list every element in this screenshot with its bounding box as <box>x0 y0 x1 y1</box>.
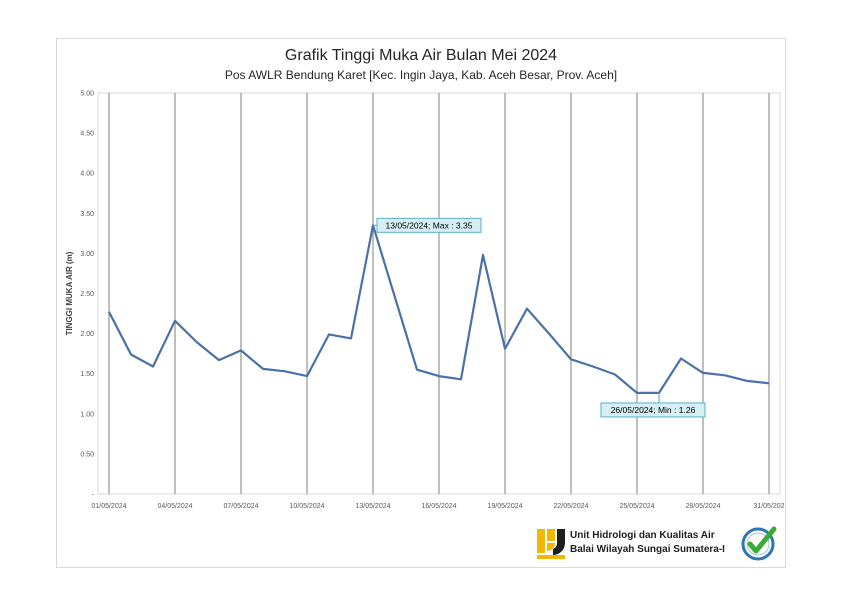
annotation-box <box>376 217 482 233</box>
x-tick-label: 28/05/2024 <box>685 503 720 510</box>
y-tick-label: 3.50 <box>80 211 94 218</box>
pupr-logo-icon <box>537 529 565 559</box>
chart-title: Grafik Tinggi Muka Air Bulan Mei 2024 <box>284 47 558 64</box>
chart-frame <box>56 38 786 568</box>
y-tick-label: - <box>92 492 95 499</box>
chart-subtitle: Pos AWLR Bendung Karet [Kec. Ingin Jaya,… <box>224 68 618 82</box>
y-axis-label: TINGGI MUKA AIR (m) <box>65 251 74 335</box>
y-tick-label: 1.50 <box>80 371 94 378</box>
y-tick-label: 4.00 <box>80 171 94 178</box>
y-tick-label: 0.50 <box>80 451 94 458</box>
x-tick-label: 07/05/2024 <box>223 503 258 510</box>
footer: Unit Hidrologi dan Kualitas Air Balai Wi… <box>536 526 784 562</box>
x-tick-label: 31/05/202 <box>753 503 784 510</box>
check-badge-icon <box>741 526 777 561</box>
x-tick-label: 25/05/2024 <box>619 503 654 510</box>
y-tick-label: 2.00 <box>80 331 94 338</box>
org-line-2: Balai Wilayah Sungai Sumatera-I <box>570 544 725 555</box>
max-annotation: 13/05/2024; Max : 3.35 <box>386 220 473 230</box>
x-tick-label: 01/05/2024 <box>91 503 126 510</box>
y-tick-label: 4.50 <box>80 131 94 138</box>
x-tick-label: 10/05/2024 <box>289 503 324 510</box>
y-tick-label: 5.00 <box>80 91 94 98</box>
x-tick-label: 22/05/2024 <box>553 503 588 510</box>
annotation-box <box>600 402 706 418</box>
x-tick-label: 13/05/2024 <box>355 503 390 510</box>
x-tick-label: 04/05/2024 <box>157 503 192 510</box>
min-annotation: 26/05/2024; Min : 1.26 <box>611 405 696 415</box>
y-tick-label: 2.50 <box>80 291 94 298</box>
x-tick-label: 19/05/2024 <box>487 503 522 510</box>
y-tick-label: 3.00 <box>80 251 94 258</box>
x-tick-label: 16/05/2024 <box>421 503 456 510</box>
y-tick-label: 1.00 <box>80 411 94 418</box>
org-line-1: Unit Hidrologi dan Kualitas Air <box>570 530 715 541</box>
